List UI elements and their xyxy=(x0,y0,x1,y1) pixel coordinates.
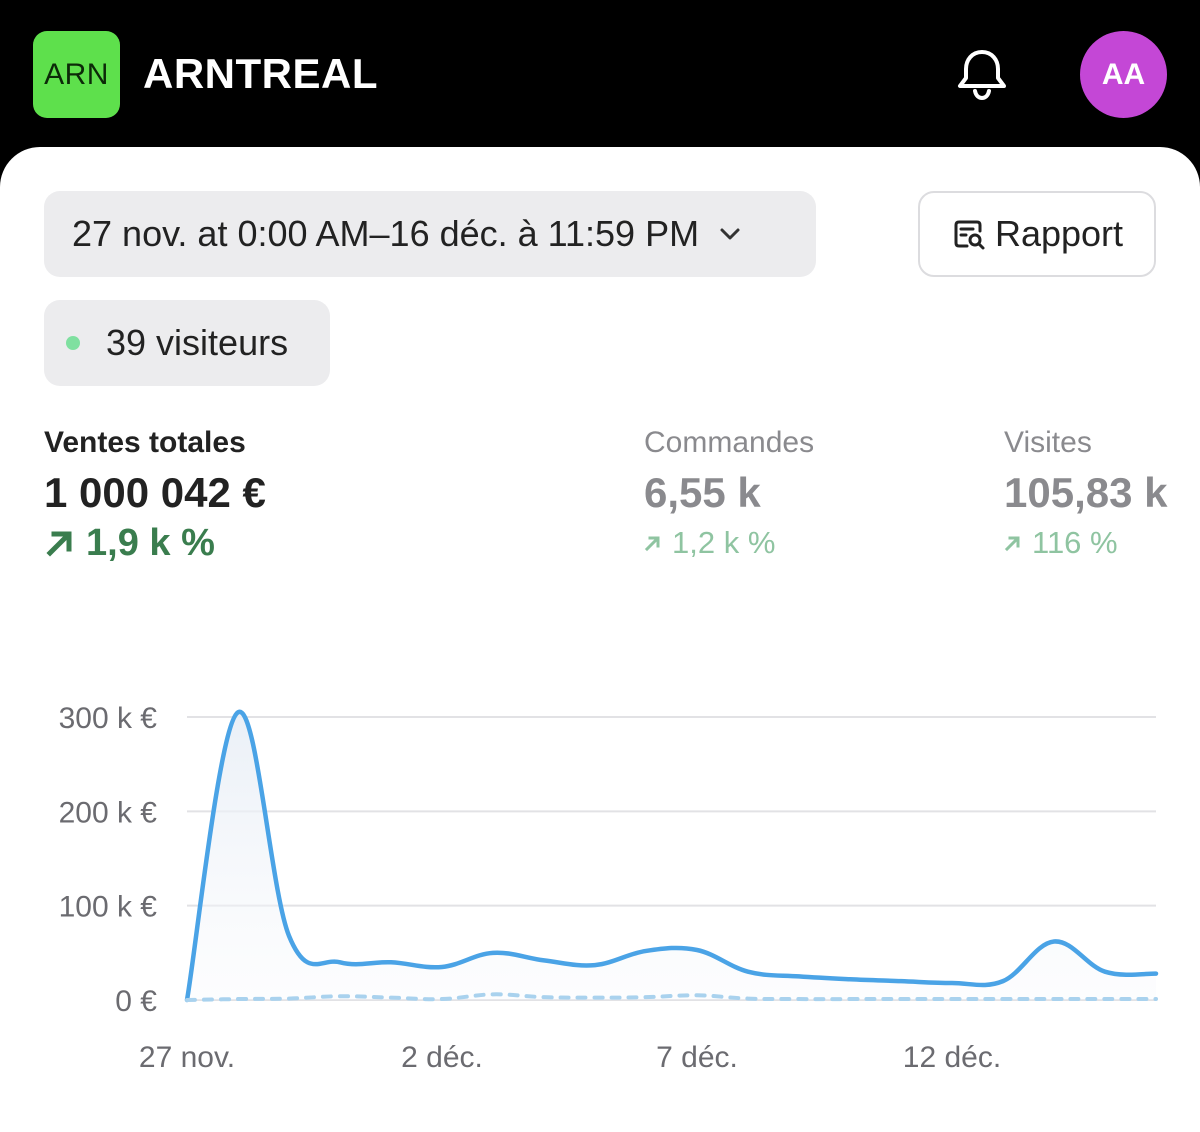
live-status-dot xyxy=(66,336,80,350)
metric-change-value: 116 % xyxy=(1032,525,1118,560)
metric-total-sales[interactable]: Ventes totales 1 000 042 € 1,9 k % xyxy=(44,425,266,565)
metric-value: 6,55 k xyxy=(644,469,761,516)
x-tick-label: 12 déc. xyxy=(903,1041,1001,1074)
metric-orders[interactable]: Commandes 6,55 k 1,2 k % xyxy=(644,425,814,565)
metric-change: 116 % xyxy=(1004,521,1168,565)
comparison-series-line xyxy=(185,992,1158,1002)
metric-change: 1,9 k % xyxy=(44,521,266,565)
metric-change: 1,2 k % xyxy=(644,521,814,565)
bell-icon[interactable] xyxy=(952,44,1012,104)
metric-value: 105,83 k xyxy=(1004,469,1168,516)
arrow-up-right-icon xyxy=(644,536,660,552)
live-visitors-count: 39 visiteurs xyxy=(106,322,289,363)
sales-series-line xyxy=(184,709,1159,1003)
y-tick-label: 200 k € xyxy=(59,796,158,829)
metric-change-value: 1,2 k % xyxy=(672,525,776,560)
date-range-selector[interactable]: 27 nov. at 0:00 AM–16 déc. à 11:59 PM xyxy=(44,191,816,277)
metric-label: Ventes totales xyxy=(44,426,246,459)
arrow-up-right-icon xyxy=(46,531,72,557)
arrow-up-right-icon xyxy=(1004,536,1020,552)
report-search-icon xyxy=(954,220,985,250)
y-tick-label: 300 k € xyxy=(59,702,158,735)
series-area xyxy=(187,711,1156,1000)
chevron-down-icon xyxy=(720,228,740,240)
report-button[interactable]: Rapport xyxy=(918,191,1156,277)
x-tick-label: 2 déc. xyxy=(401,1041,483,1074)
analytics-card: 27 nov. at 0:00 AM–16 déc. à 11:59 PM Ra… xyxy=(0,147,1200,1132)
store-logo[interactable]: ARN xyxy=(33,31,120,118)
metric-change-value: 1,9 k % xyxy=(86,522,215,564)
x-tick-label: 7 déc. xyxy=(656,1041,738,1074)
metric-label: Commandes xyxy=(644,426,815,459)
live-visitors-badge[interactable]: 39 visiteurs xyxy=(44,300,330,386)
avatar[interactable]: AA xyxy=(1080,31,1167,118)
metric-label: Visites xyxy=(1004,426,1092,459)
top-bar: ARN ARNTREAL AA xyxy=(0,0,1200,150)
sales-chart-svg: 300 k € 200 k € 100 k € 0 € 27 nov. 2 déc. 7 d… xyxy=(59,702,1159,1074)
report-button-label: Rapport xyxy=(994,213,1124,254)
x-tick-label: 27 nov. xyxy=(139,1041,235,1074)
y-tick-label: 0 € xyxy=(115,985,157,1018)
metric-value: 1 000 042 € xyxy=(44,469,266,516)
store-name[interactable]: ARNTREAL xyxy=(143,50,378,97)
metric-visits[interactable]: Visites 105,83 k 116 % xyxy=(1004,425,1168,565)
date-range-label: 27 nov. at 0:00 AM–16 déc. à 11:59 PM xyxy=(72,213,700,254)
sales-chart[interactable]: 300 k € 200 k € 100 k € 0 € 27 nov. 2 déc. 7 d… xyxy=(0,687,1200,1127)
y-tick-label: 100 k € xyxy=(59,891,158,924)
